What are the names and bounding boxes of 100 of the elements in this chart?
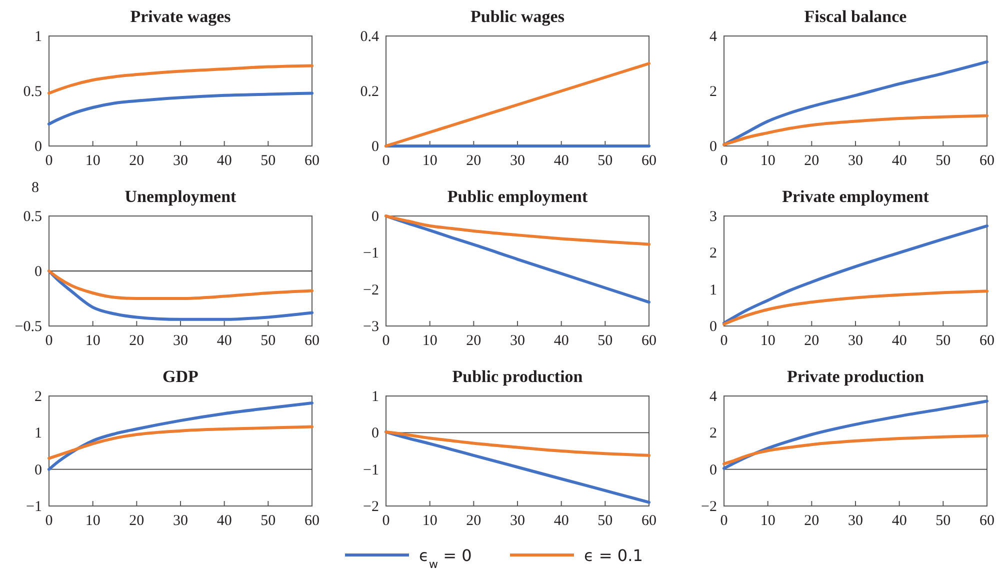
y-tick-label: 0 xyxy=(372,426,379,442)
line-series xyxy=(48,64,314,95)
legend-label: ϵ$_{w}$ = 0 xyxy=(419,546,472,570)
y-tick-label: 0 xyxy=(372,139,379,155)
x-tick-label: 0 xyxy=(45,513,53,529)
x-tick-label: 10 xyxy=(422,333,438,349)
y-tick-label: 0.5 xyxy=(23,209,42,225)
line-series xyxy=(48,270,314,300)
x-tick-label: 50 xyxy=(260,333,276,349)
x-tick-label: 10 xyxy=(422,513,438,529)
chart-title: Private production xyxy=(786,367,925,386)
chart-title: Public employment xyxy=(447,187,588,206)
x-tick-label: 60 xyxy=(980,333,994,349)
chart-title: GDP xyxy=(162,367,198,386)
x-tick-label: 60 xyxy=(304,513,320,529)
x-tick-label: 60 xyxy=(980,153,994,169)
x-tick-label: 50 xyxy=(936,153,951,169)
y-tick-label: 0 xyxy=(34,462,42,478)
x-tick-label: 50 xyxy=(598,333,613,349)
x-tick-label: 50 xyxy=(936,333,951,349)
x-tick-label: 20 xyxy=(129,333,144,349)
y-tick-label: −1 xyxy=(363,246,379,262)
x-tick-label: 40 xyxy=(892,153,907,169)
chart-title: Public production xyxy=(452,367,584,386)
y-tick-label: −3 xyxy=(363,319,379,335)
y-tick-label: 2 xyxy=(710,84,717,100)
chart-title: Private employment xyxy=(782,187,930,206)
y-tick-label: 0 xyxy=(710,462,717,478)
x-tick-label: 30 xyxy=(173,513,188,529)
y-tick-label: −1 xyxy=(363,462,379,478)
line-series xyxy=(384,214,650,304)
y-tick-label: 2 xyxy=(710,246,717,262)
x-tick-label: 60 xyxy=(642,333,656,349)
x-tick-label: 20 xyxy=(466,333,482,349)
x-tick-label: 60 xyxy=(642,513,656,529)
y-tick-label: −1 xyxy=(26,499,42,515)
x-tick-label: 30 xyxy=(510,333,525,349)
x-tick-label: 0 xyxy=(720,153,728,169)
y-tick-label: 0 xyxy=(34,264,42,280)
x-tick-label: 30 xyxy=(173,153,188,169)
x-tick-label: 0 xyxy=(382,513,390,529)
y-tick-label: 2 xyxy=(34,389,42,405)
y-tick-label: 1 xyxy=(710,282,717,298)
y-tick-label: 3 xyxy=(710,209,717,225)
x-tick-label: 40 xyxy=(216,333,232,349)
x-tick-label: 30 xyxy=(510,513,525,529)
x-tick-label: 20 xyxy=(804,153,820,169)
x-tick-label: 30 xyxy=(848,513,863,529)
x-tick-label: 30 xyxy=(848,333,863,349)
x-tick-label: 50 xyxy=(598,153,613,169)
y-tick-label: 4 xyxy=(710,389,718,405)
line-series xyxy=(48,401,314,471)
y-tick-label: 0 xyxy=(710,319,717,335)
x-tick-label: 50 xyxy=(936,513,951,529)
y-tick-label: 0 xyxy=(710,139,717,155)
x-tick-label: 10 xyxy=(760,513,776,529)
chart-title: Private wages xyxy=(130,7,232,26)
x-tick-label: 10 xyxy=(85,153,100,169)
y-tick-label: 1 xyxy=(34,29,42,45)
x-tick-label: 0 xyxy=(720,333,728,349)
x-tick-label: 10 xyxy=(760,333,776,349)
x-tick-label: 20 xyxy=(129,513,144,529)
x-tick-label: 40 xyxy=(554,153,569,169)
x-tick-label: 0 xyxy=(382,153,390,169)
x-tick-label: 60 xyxy=(980,513,994,529)
line-series xyxy=(722,400,988,470)
x-tick-label: 40 xyxy=(892,333,907,349)
y-tick-label: 0.2 xyxy=(360,84,379,100)
x-tick-label: 60 xyxy=(304,153,320,169)
y-tick-label: 0.4 xyxy=(360,29,380,45)
y-tick-label: 0.5 xyxy=(23,84,42,100)
line-series xyxy=(384,214,650,246)
x-tick-label: 0 xyxy=(45,153,53,169)
y-tick-label: −2 xyxy=(701,499,717,515)
y-tick-label: 4 xyxy=(710,29,718,45)
y-tick-label: 1 xyxy=(372,389,379,405)
line-series xyxy=(48,270,314,321)
x-tick-label: 30 xyxy=(510,153,525,169)
y-tick-label: 0 xyxy=(372,209,379,225)
x-tick-label: 20 xyxy=(129,153,144,169)
x-tick-label: 50 xyxy=(598,513,613,529)
x-tick-label: 20 xyxy=(466,153,482,169)
y-tick-label: −2 xyxy=(363,282,379,298)
x-tick-label: 40 xyxy=(892,513,907,529)
x-tick-label: 40 xyxy=(216,153,232,169)
line-series xyxy=(722,434,988,466)
legend-label: ϵ = 0.1 xyxy=(584,546,643,565)
x-tick-label: 20 xyxy=(804,333,820,349)
x-tick-label: 10 xyxy=(85,513,100,529)
line-series xyxy=(722,290,988,326)
x-tick-label: 60 xyxy=(642,153,656,169)
x-tick-label: 10 xyxy=(760,153,776,169)
x-tick-label: 10 xyxy=(85,333,100,349)
x-tick-label: 30 xyxy=(173,333,188,349)
x-tick-label: 20 xyxy=(466,513,482,529)
line-series xyxy=(384,62,650,148)
x-tick-label: 30 xyxy=(848,153,863,169)
x-tick-label: 50 xyxy=(260,153,276,169)
chart-title: Fiscal balance xyxy=(804,7,908,26)
x-tick-label: 50 xyxy=(260,513,276,529)
